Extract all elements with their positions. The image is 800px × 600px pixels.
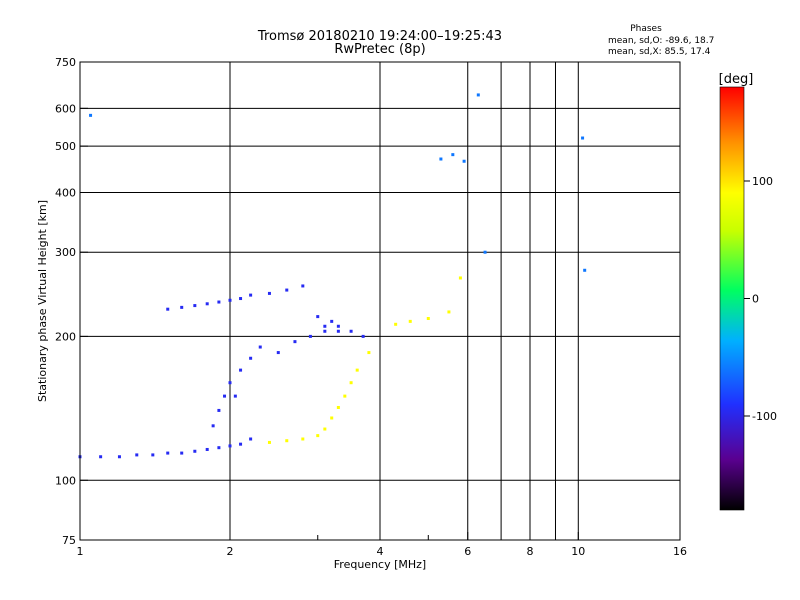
y-tick-label: 500	[55, 140, 76, 153]
y-tick-label: 300	[55, 246, 76, 259]
chart-title: Tromsø 20180210 19:24:00–19:25:43	[257, 29, 502, 44]
data-point	[361, 334, 365, 338]
axis-ticks: 1 2 4 6 8 10 16 75 100 200 300 400 500 600 750	[55, 56, 687, 558]
data-point	[583, 268, 587, 272]
data-point	[205, 302, 209, 306]
data-point	[367, 351, 371, 355]
data-point	[336, 324, 340, 328]
x-tick-label: 2	[227, 545, 234, 558]
data-point	[249, 293, 253, 297]
data-point	[228, 381, 232, 385]
colorbar-label: [deg]	[719, 72, 754, 87]
data-point	[483, 250, 487, 254]
grid-lines	[80, 62, 680, 540]
colorbar-ticks: 100 0 -100	[744, 175, 777, 423]
data-point	[99, 455, 103, 459]
data-point	[193, 304, 197, 308]
y-tick-label: 600	[55, 102, 76, 115]
x-tick-label: 1	[77, 545, 84, 558]
data-point	[323, 427, 327, 431]
data-point	[330, 319, 334, 323]
stats-x-line: mean, sd,X: 85.5, 17.4	[608, 47, 711, 57]
data-point	[285, 288, 289, 292]
data-point	[166, 451, 170, 455]
data-point	[180, 305, 184, 309]
data-point	[301, 437, 305, 441]
data-point	[330, 416, 334, 420]
data-point	[217, 300, 221, 304]
data-point	[447, 310, 451, 314]
data-point	[239, 442, 243, 446]
y-tick-label: 100	[55, 474, 76, 487]
data-point	[276, 351, 280, 355]
data-point	[343, 394, 347, 398]
data-point	[239, 368, 243, 372]
colorbar-tick-label: 0	[752, 293, 759, 306]
data-point	[336, 329, 340, 333]
chart-subtitle: RwPretec (8p)	[334, 42, 425, 57]
plot-border	[79, 61, 681, 541]
data-point	[323, 324, 327, 328]
y-axis-label: Stationary phase Virtual Height [km]	[36, 200, 49, 402]
y-tick-label: 75	[62, 534, 76, 547]
data-point	[451, 153, 455, 157]
data-point	[239, 297, 243, 301]
data-point	[180, 451, 184, 455]
x-tick-label: 10	[571, 545, 585, 558]
data-point	[308, 334, 312, 338]
data-point	[476, 93, 480, 97]
data-point	[316, 434, 320, 438]
data-point	[349, 381, 353, 385]
x-axis-label: Frequency [MHz]	[334, 558, 426, 571]
data-point	[151, 453, 155, 457]
data-point	[349, 329, 353, 333]
y-tick-label: 400	[55, 186, 76, 199]
data-point	[301, 284, 305, 288]
data-point	[581, 136, 585, 140]
data-point	[217, 446, 221, 450]
stats-o-line: mean, sd,O: -89.6, 18.7	[608, 36, 714, 46]
data-point	[267, 440, 271, 444]
x-tick-label: 4	[377, 545, 384, 558]
y-tick-label: 750	[55, 56, 76, 69]
data-point	[249, 356, 253, 360]
data-point	[233, 394, 237, 398]
data-point	[316, 315, 320, 319]
data-points	[78, 93, 587, 459]
data-point	[355, 368, 359, 372]
data-point	[258, 345, 262, 349]
data-point	[205, 447, 209, 451]
data-point	[166, 307, 170, 311]
data-point	[439, 157, 443, 161]
data-point	[217, 408, 221, 412]
data-point	[135, 453, 139, 457]
y-tick-label: 200	[55, 330, 76, 343]
data-point	[394, 322, 398, 326]
data-point	[223, 394, 227, 398]
data-point	[285, 439, 289, 443]
data-point	[193, 449, 197, 453]
x-tick-label: 6	[464, 545, 471, 558]
data-point	[293, 340, 297, 344]
colorbar-tick-label: 100	[752, 175, 773, 188]
data-point	[462, 159, 466, 163]
data-point	[249, 437, 253, 441]
data-point	[458, 276, 462, 280]
data-point	[89, 113, 93, 117]
x-tick-label: 8	[527, 545, 534, 558]
data-point	[228, 298, 232, 302]
x-tick-label: 16	[673, 545, 687, 558]
data-point	[323, 329, 327, 333]
data-point	[267, 291, 271, 295]
data-point	[336, 405, 340, 409]
stats-heading: Phases	[630, 24, 662, 34]
data-point	[117, 455, 121, 459]
colorbar-tick-label: -100	[752, 410, 777, 423]
data-point	[211, 424, 215, 428]
colorbar	[720, 87, 744, 510]
data-point	[408, 319, 412, 323]
data-point	[426, 316, 430, 320]
data-point	[228, 444, 232, 448]
